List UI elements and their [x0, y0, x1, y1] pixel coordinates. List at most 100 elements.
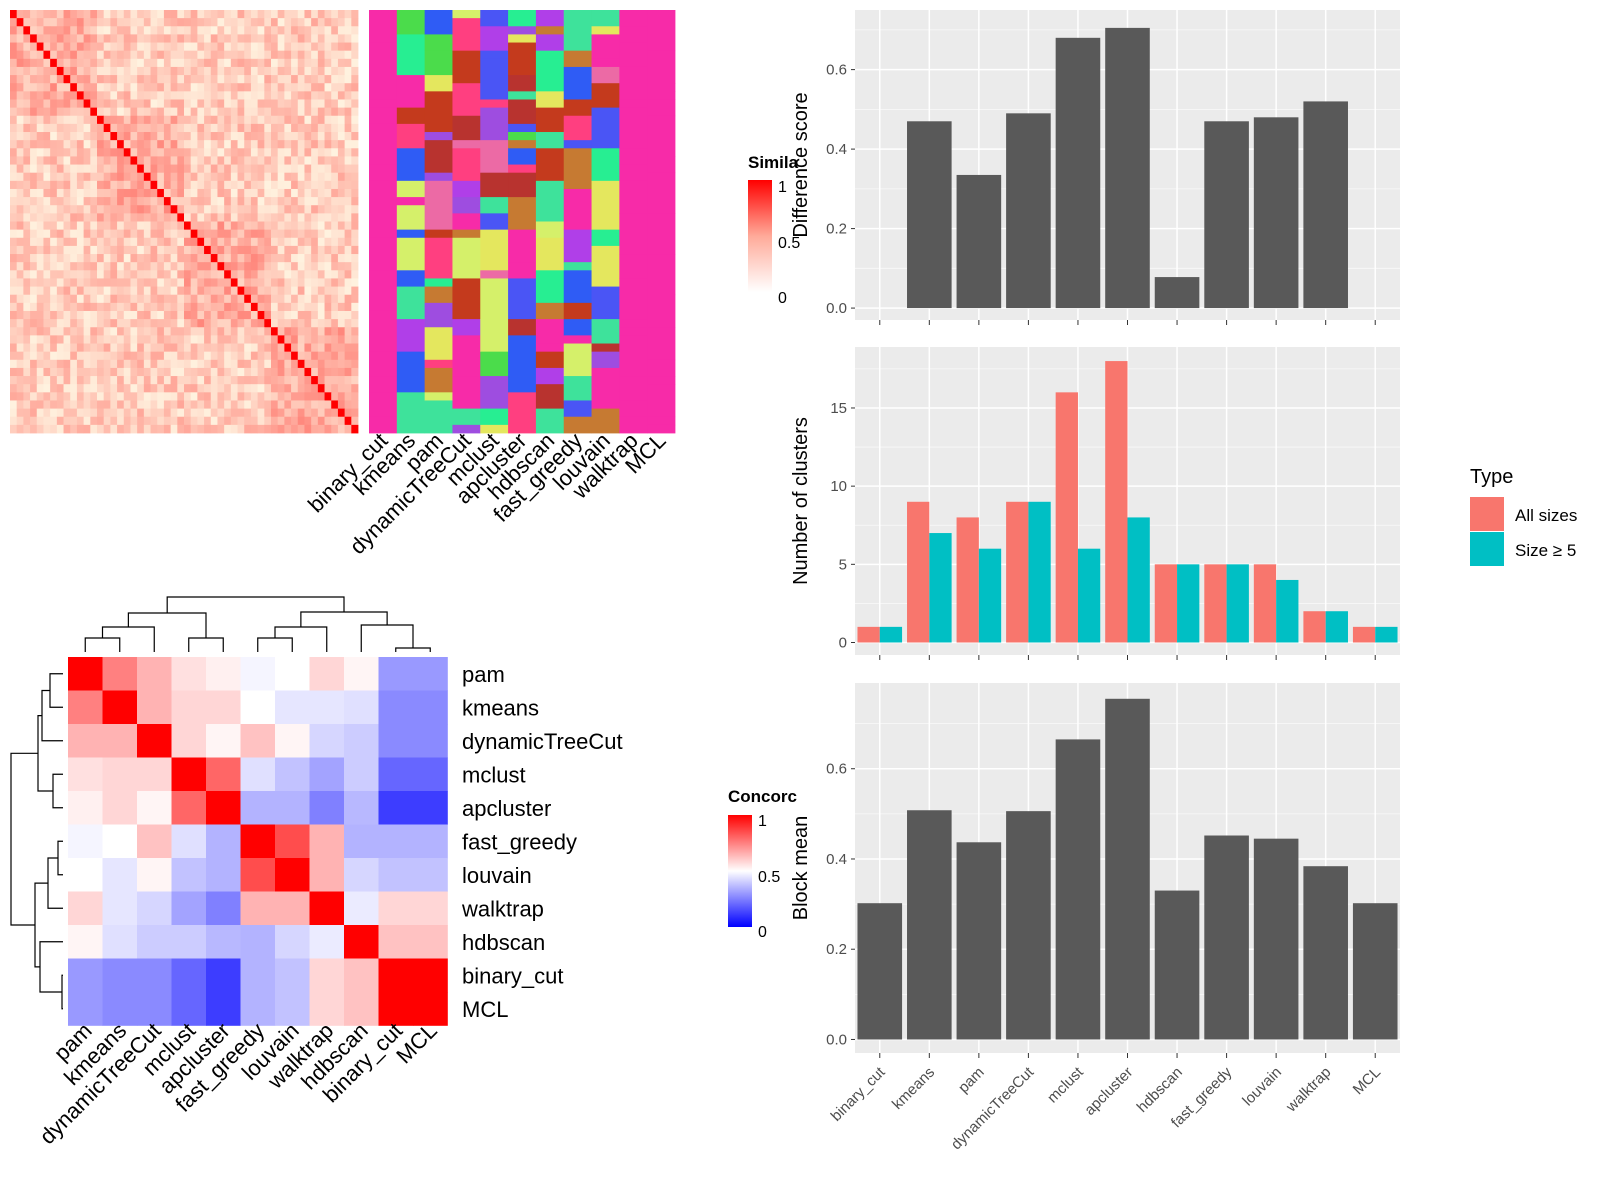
- similarity-cell: [36, 384, 44, 393]
- similarity-cell: [331, 302, 339, 312]
- similarity-cell: [210, 180, 218, 190]
- similarity-cell: [103, 34, 111, 43]
- similarity-cell: [16, 245, 24, 255]
- row-dendrogram-branch: [61, 974, 63, 1010]
- similarity-cell: [204, 132, 212, 141]
- similarity-cell: [244, 359, 252, 369]
- similarity-cell: [271, 172, 279, 182]
- similarity-cell: [43, 424, 51, 434]
- similarity-cell: [331, 10, 339, 19]
- cluster-cell: [369, 83, 398, 100]
- similarity-cell: [250, 99, 259, 109]
- similarity-cell: [177, 18, 185, 27]
- similarity-cell: [204, 254, 212, 263]
- concordance-cell: [275, 891, 310, 926]
- similarity-cell: [304, 132, 312, 141]
- similarity-cell: [130, 294, 138, 304]
- similarity-cell: [291, 392, 299, 401]
- similarity-cell: [184, 50, 192, 60]
- similarity-cell: [331, 26, 339, 35]
- similarity-cell: [304, 286, 312, 296]
- similarity-cell: [90, 42, 98, 52]
- similarity-cell: [157, 327, 165, 336]
- similarity-cell: [56, 123, 64, 133]
- similarity-cell: [324, 245, 332, 255]
- similarity-cell: [110, 384, 118, 393]
- similarity-cell: [351, 99, 359, 109]
- similarity-cell: [190, 50, 198, 60]
- cluster-cell: [647, 424, 676, 434]
- similarity-cell: [324, 83, 332, 92]
- similarity-cell: [291, 319, 299, 328]
- similarity-cell: [217, 34, 225, 43]
- similarity-cell: [257, 83, 265, 92]
- similarity-cell: [36, 50, 44, 60]
- row-dendrogram-branch: [57, 840, 63, 876]
- cluster-cell: [508, 132, 537, 141]
- cluster-cell: [647, 91, 676, 100]
- similarity-cell: [197, 302, 205, 312]
- similarity-cell: [103, 286, 111, 296]
- similarity-cell: [170, 392, 178, 401]
- similarity-cell: [130, 197, 138, 206]
- similarity-cell: [30, 319, 38, 328]
- similarity-cell: [271, 221, 279, 231]
- similarity-cell: [63, 188, 71, 198]
- similarity-cell: [16, 148, 24, 157]
- similarity-cell: [224, 245, 232, 255]
- similarity-cell: [250, 50, 259, 60]
- column-dendrogram-branch: [274, 626, 328, 652]
- similarity-cell: [70, 18, 78, 27]
- similarity-cell: [123, 10, 131, 19]
- similarity-cell: [10, 75, 18, 84]
- similarity-cell: [23, 107, 31, 117]
- similarity-cell: [244, 188, 252, 198]
- similarity-cell: [257, 164, 265, 174]
- similarity-cell: [50, 424, 58, 434]
- similarity-cell: [43, 123, 51, 133]
- similarity-cell: [277, 91, 285, 100]
- similarity-cell: [311, 376, 319, 385]
- concordance-cell: [378, 891, 414, 926]
- similarity-cell: [317, 376, 325, 385]
- similarity-cell: [237, 343, 245, 353]
- similarity-cell: [304, 205, 312, 214]
- similarity-cell: [97, 245, 105, 255]
- similarity-cell: [90, 270, 98, 279]
- cluster-cell: [535, 58, 565, 92]
- similarity-cell: [284, 75, 292, 84]
- similarity-cell: [197, 34, 205, 43]
- similarity-cell: [277, 229, 285, 239]
- cluster-cell: [396, 237, 426, 271]
- similarity-cell: [143, 400, 151, 409]
- similarity-cell: [190, 205, 198, 214]
- similarity-cell: [237, 180, 245, 190]
- similarity-cell: [210, 188, 218, 198]
- similarity-cell: [16, 237, 24, 247]
- concordance-row-label: dynamicTreeCut: [462, 729, 623, 754]
- concordance-cell: [413, 858, 448, 892]
- similarity-cell: [277, 132, 285, 141]
- similarity-cell: [271, 148, 279, 157]
- similarity-cell: [36, 123, 44, 133]
- similarity-cell: [344, 302, 352, 312]
- similarity-cell: [83, 286, 91, 296]
- similarity-cell: [197, 319, 205, 328]
- similarity-cell: [210, 384, 218, 393]
- similarity-cell: [344, 310, 352, 320]
- similarity-cell: [43, 205, 51, 214]
- bar: [1253, 838, 1299, 1040]
- similarity-cell: [271, 270, 279, 279]
- similarity-cell: [344, 270, 352, 279]
- similarity-cell: [331, 148, 339, 157]
- similarity-cell: [83, 75, 91, 84]
- similarity-cell: [317, 408, 325, 418]
- similarity-cell: [344, 408, 352, 418]
- cluster-cell: [508, 123, 537, 133]
- similarity-cell: [177, 359, 185, 369]
- similarity-cell: [157, 10, 165, 19]
- similarity-cell: [277, 50, 285, 60]
- similarity-cell: [324, 359, 332, 369]
- similarity-cell: [110, 140, 118, 149]
- similarity-cell: [271, 140, 279, 149]
